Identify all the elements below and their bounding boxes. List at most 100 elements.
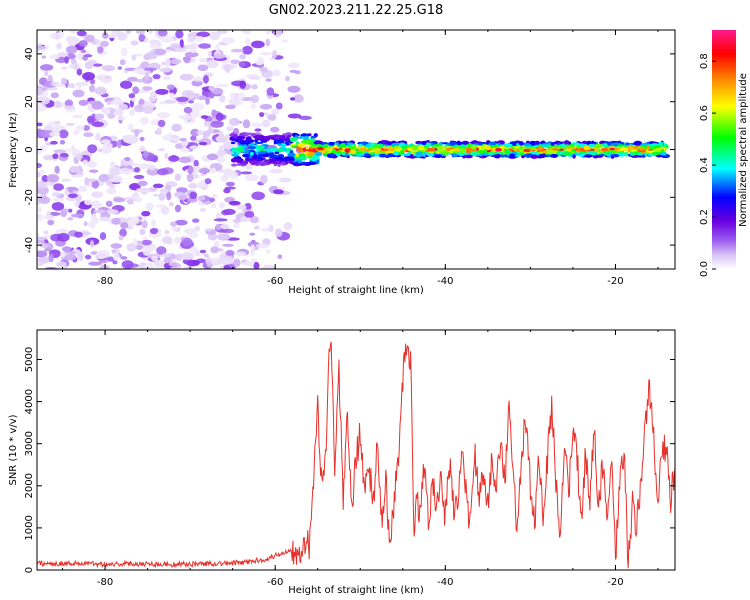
heatmap-cell bbox=[93, 63, 103, 67]
heatmap-cell bbox=[470, 144, 478, 150]
heatmap-cell bbox=[495, 147, 502, 152]
heatmap-cell bbox=[478, 142, 483, 146]
heatmap-cell bbox=[282, 133, 289, 136]
heatmap-cell bbox=[279, 177, 292, 183]
heatmap-cell bbox=[159, 101, 167, 105]
heatmap-cell bbox=[106, 256, 115, 262]
heatmap-cell bbox=[173, 236, 182, 244]
heatmap-cell bbox=[563, 151, 572, 156]
heatmap-cell bbox=[415, 151, 423, 157]
snr-series-line bbox=[37, 341, 675, 569]
heatmap-cell bbox=[111, 217, 121, 225]
heatmap-cell bbox=[171, 225, 179, 232]
colorbar-gradient bbox=[712, 30, 736, 269]
heatmap-cell bbox=[156, 168, 169, 176]
heatmap-cell bbox=[49, 131, 61, 137]
heatmap-cell bbox=[540, 143, 549, 147]
heatmap-cell bbox=[67, 193, 78, 199]
heatmap-cell bbox=[37, 239, 46, 244]
heatmap-cell bbox=[646, 145, 650, 150]
heatmap-cell bbox=[102, 32, 109, 39]
heatmap-cell bbox=[536, 146, 544, 151]
heatmap-cell bbox=[207, 50, 213, 58]
heatmap-cell bbox=[376, 151, 386, 155]
heatmap-cell bbox=[132, 238, 138, 244]
heatmap-cell bbox=[111, 249, 116, 253]
heatmap-cell bbox=[428, 147, 435, 152]
heatmap-cell bbox=[516, 143, 520, 146]
heatmap-cell bbox=[311, 155, 320, 161]
heatmap-cell bbox=[259, 66, 268, 73]
heatmap-cell bbox=[355, 151, 362, 155]
heatmap-cell bbox=[118, 103, 129, 111]
heatmap-cell bbox=[255, 243, 270, 249]
colorbar-tick-label: 0.4 bbox=[699, 157, 710, 173]
heatmap-cell bbox=[94, 86, 107, 96]
heatmap-cell bbox=[122, 135, 137, 144]
heatmap-cell bbox=[53, 183, 65, 191]
heatmap-cell bbox=[141, 210, 151, 217]
heatmap-cell bbox=[270, 136, 275, 140]
heatmap-cell bbox=[116, 139, 122, 149]
heatmap-cell bbox=[601, 147, 608, 152]
heatmap-cell bbox=[449, 141, 457, 146]
heatmap-cell bbox=[72, 89, 85, 98]
heatmap-cell bbox=[72, 174, 83, 178]
heatmap-cell bbox=[247, 145, 256, 150]
heatmap-cell bbox=[53, 149, 66, 154]
heatmap-cell bbox=[432, 143, 441, 147]
colorbar-tick-label: 0.6 bbox=[699, 105, 710, 121]
heatmap-cell bbox=[608, 146, 615, 149]
heatmap-cell bbox=[183, 266, 189, 269]
heatmap-cell bbox=[119, 59, 126, 66]
heatmap-cell bbox=[130, 40, 139, 46]
heatmap-cell bbox=[100, 40, 110, 47]
heatmap-cell bbox=[41, 55, 47, 59]
heatmap-cell bbox=[196, 31, 210, 38]
heatmap-cell bbox=[89, 240, 94, 248]
heatmap-cell bbox=[141, 219, 148, 229]
heatmap-cell bbox=[98, 148, 103, 152]
heatmap-cell bbox=[70, 58, 77, 65]
heatmap-cell bbox=[231, 153, 239, 157]
heatmap-cell bbox=[97, 46, 104, 54]
heatmap-cell bbox=[174, 219, 188, 226]
heatmap-cell bbox=[300, 150, 304, 153]
heatmap-cell bbox=[198, 57, 208, 63]
heatmap-cell bbox=[77, 252, 84, 262]
heatmap-cell bbox=[272, 50, 278, 59]
heatmap-cell bbox=[171, 137, 180, 142]
heatmap-cell bbox=[126, 243, 137, 252]
x-tick-label: -40 bbox=[437, 276, 453, 287]
heatmap-cell bbox=[98, 173, 109, 182]
heatmap-cell bbox=[150, 219, 157, 227]
heatmap-cell bbox=[225, 104, 236, 110]
heatmap-cell bbox=[188, 100, 195, 104]
heatmap-cell bbox=[174, 204, 182, 213]
heatmap-cell bbox=[640, 143, 649, 147]
heatmap-cell bbox=[37, 87, 44, 96]
heatmap-cell bbox=[257, 145, 265, 150]
heatmap-cell bbox=[193, 76, 204, 82]
heatmap-cell bbox=[119, 80, 133, 89]
heatmap-cell bbox=[106, 209, 119, 214]
heatmap-cell bbox=[627, 145, 634, 150]
heatmap-cell bbox=[304, 150, 309, 154]
heatmap-cell bbox=[215, 223, 222, 231]
heatmap-cell bbox=[117, 66, 123, 70]
heatmap-cell bbox=[77, 83, 82, 89]
heatmap-cell bbox=[37, 262, 44, 267]
heatmap-cell bbox=[133, 167, 141, 173]
heatmap-cell bbox=[148, 39, 161, 45]
heatmap-cell bbox=[84, 199, 93, 206]
heatmap-cell bbox=[277, 148, 285, 153]
heatmap-cell bbox=[158, 193, 166, 201]
heatmap-cell bbox=[656, 154, 661, 158]
heatmap-cell bbox=[277, 154, 285, 158]
heatmap-cell bbox=[640, 147, 645, 151]
heatmap-cell bbox=[458, 144, 467, 150]
heatmap-cells bbox=[37, 30, 670, 269]
heatmap-cell bbox=[316, 146, 324, 151]
heatmap-cell bbox=[401, 145, 408, 150]
heatmap-cell bbox=[179, 137, 187, 142]
